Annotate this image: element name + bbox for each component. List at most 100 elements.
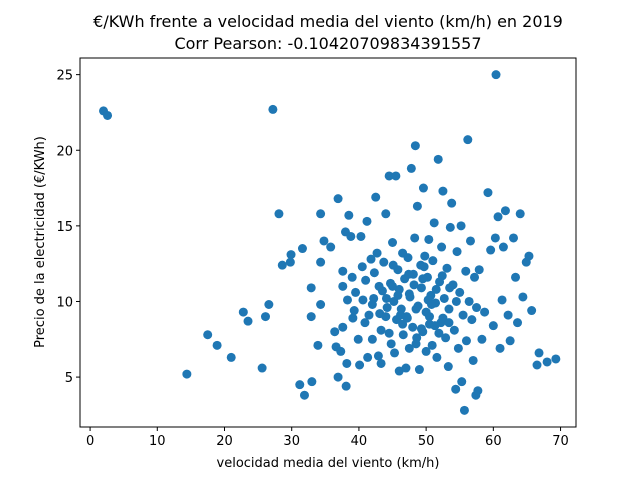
- data-point: [452, 247, 462, 257]
- data-point: [513, 318, 523, 328]
- data-point: [182, 369, 192, 379]
- y-tick-label: 15: [56, 220, 73, 235]
- data-point: [306, 283, 316, 293]
- data-point: [500, 206, 510, 216]
- data-point: [457, 377, 467, 387]
- data-point: [203, 330, 213, 340]
- data-point: [388, 260, 398, 270]
- data-point: [451, 296, 461, 306]
- data-point: [396, 310, 406, 320]
- data-point: [465, 236, 475, 246]
- data-point: [449, 325, 459, 335]
- data-point: [386, 339, 396, 349]
- data-point: [409, 280, 419, 290]
- data-point: [441, 333, 451, 343]
- data-point: [358, 295, 368, 305]
- data-point: [468, 355, 478, 365]
- data-point: [444, 304, 454, 314]
- data-point: [285, 257, 295, 267]
- data-point: [408, 322, 418, 332]
- data-point: [421, 346, 431, 356]
- data-point: [316, 300, 326, 310]
- data-point: [404, 343, 414, 353]
- data-point: [493, 212, 503, 222]
- data-point: [491, 70, 501, 80]
- data-point: [338, 266, 348, 276]
- data-point: [451, 384, 461, 394]
- data-point: [381, 293, 391, 303]
- data-point: [341, 381, 351, 391]
- data-point: [508, 233, 518, 243]
- data-point: [390, 348, 400, 358]
- data-point: [412, 201, 422, 211]
- data-point: [376, 325, 386, 335]
- data-point: [432, 352, 442, 362]
- data-point: [260, 312, 270, 322]
- data-point: [357, 262, 367, 272]
- data-point: [486, 245, 496, 255]
- data-points: [99, 70, 561, 415]
- data-point: [429, 218, 439, 228]
- data-point: [366, 254, 376, 264]
- data-point: [402, 313, 412, 323]
- data-point: [364, 310, 374, 320]
- data-point: [463, 135, 473, 145]
- data-point: [330, 327, 340, 337]
- data-point: [286, 250, 296, 260]
- data-point: [346, 231, 356, 241]
- data-point: [319, 236, 329, 246]
- data-point: [416, 283, 426, 293]
- data-point: [243, 316, 253, 326]
- x-tick-label: 40: [351, 434, 368, 449]
- data-point: [524, 251, 534, 261]
- data-point: [394, 366, 404, 376]
- data-point: [295, 380, 305, 390]
- data-point: [299, 390, 309, 400]
- data-point: [430, 321, 440, 331]
- data-point: [437, 271, 447, 281]
- data-point: [505, 336, 515, 346]
- data-point: [477, 334, 487, 344]
- data-point: [361, 275, 371, 285]
- data-point: [445, 222, 455, 232]
- data-point: [372, 248, 382, 258]
- data-point: [349, 306, 359, 316]
- data-point: [532, 360, 542, 370]
- plot-frame: [79, 57, 577, 428]
- x-tick-label: 10: [149, 434, 166, 449]
- data-point: [398, 319, 408, 329]
- data-point: [367, 300, 377, 310]
- data-point: [443, 362, 453, 372]
- data-point: [428, 256, 438, 266]
- data-point: [483, 188, 493, 198]
- data-point: [414, 365, 424, 375]
- data-point: [238, 307, 248, 317]
- data-point: [427, 340, 437, 350]
- data-point: [444, 318, 454, 328]
- data-point: [445, 283, 455, 293]
- data-point: [470, 272, 480, 282]
- data-point: [551, 354, 561, 364]
- data-point: [384, 171, 394, 181]
- axes: 0 10 20 30 40 50 60 70 5 10 15 20 25: [56, 57, 577, 449]
- data-point: [447, 198, 457, 208]
- data-point: [333, 372, 343, 382]
- data-point: [362, 216, 372, 226]
- y-tick-label: 25: [56, 69, 73, 84]
- data-point: [455, 287, 465, 297]
- data-point: [384, 328, 394, 338]
- data-point: [438, 186, 448, 196]
- data-point: [351, 287, 361, 297]
- data-point: [542, 357, 552, 367]
- data-point: [103, 110, 113, 120]
- data-point: [264, 300, 274, 310]
- x-axis-label: velocidad media del viento (km/h): [217, 456, 440, 471]
- data-point: [433, 154, 443, 164]
- data-point: [472, 303, 482, 313]
- data-point: [338, 281, 348, 291]
- data-point: [442, 263, 452, 273]
- y-tick-label: 10: [56, 295, 73, 310]
- x-tick-label: 0: [86, 434, 94, 449]
- chart-title: €/KWh frente a velocidad media del vient…: [93, 12, 563, 31]
- data-point: [360, 318, 370, 328]
